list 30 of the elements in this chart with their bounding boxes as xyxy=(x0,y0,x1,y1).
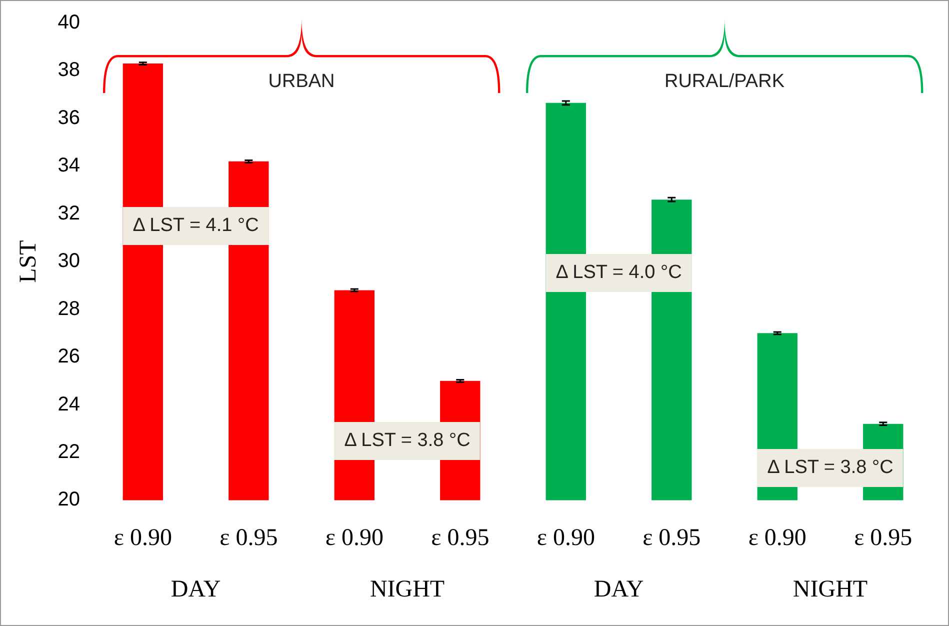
x-tick-label: ε 0.95 xyxy=(854,524,912,551)
x-tick-label: ε 0.90 xyxy=(114,524,172,551)
y-tick-label: 32 xyxy=(58,202,80,224)
x-tick-label: ε 0.90 xyxy=(748,524,806,551)
text: DAY xyxy=(594,576,644,604)
x-tick-label: ε 0.90 xyxy=(325,524,384,551)
annotation: Δ LST = 3.8 °C xyxy=(757,449,904,488)
y-tick-label: 30 xyxy=(58,250,80,272)
y-tick-label: 26 xyxy=(58,346,80,368)
annotation: Δ LST = 3.8 °C xyxy=(334,422,480,460)
y-tick-label: 28 xyxy=(58,298,80,320)
annotation: RURAL/PARK xyxy=(664,71,785,93)
y-tick-label: 40 xyxy=(58,12,80,34)
y-tick-label: 24 xyxy=(58,393,80,416)
text: NIGHT xyxy=(370,576,445,604)
annotation: Δ LST = 4.0 °C xyxy=(546,254,692,292)
text: NIGHT xyxy=(792,576,868,604)
y-axis-title: LST xyxy=(16,240,42,283)
y-tick-label: 36 xyxy=(58,106,80,129)
x-tick-label: ε 0.95 xyxy=(431,524,490,551)
y-tick-label: 38 xyxy=(58,59,80,82)
annotation: URBAN xyxy=(268,71,335,93)
text: DAY xyxy=(170,576,221,604)
x-tick-label: ε 0.90 xyxy=(536,524,595,551)
x-tick-label: ε 0.95 xyxy=(642,524,701,551)
y-tick-label: 22 xyxy=(58,440,80,463)
y-tick-label: 34 xyxy=(58,154,80,177)
y-tick-label: 20 xyxy=(58,488,80,511)
x-tick-label: ε 0.95 xyxy=(220,524,278,551)
annotation: Δ LST = 4.1 °C xyxy=(122,207,269,246)
